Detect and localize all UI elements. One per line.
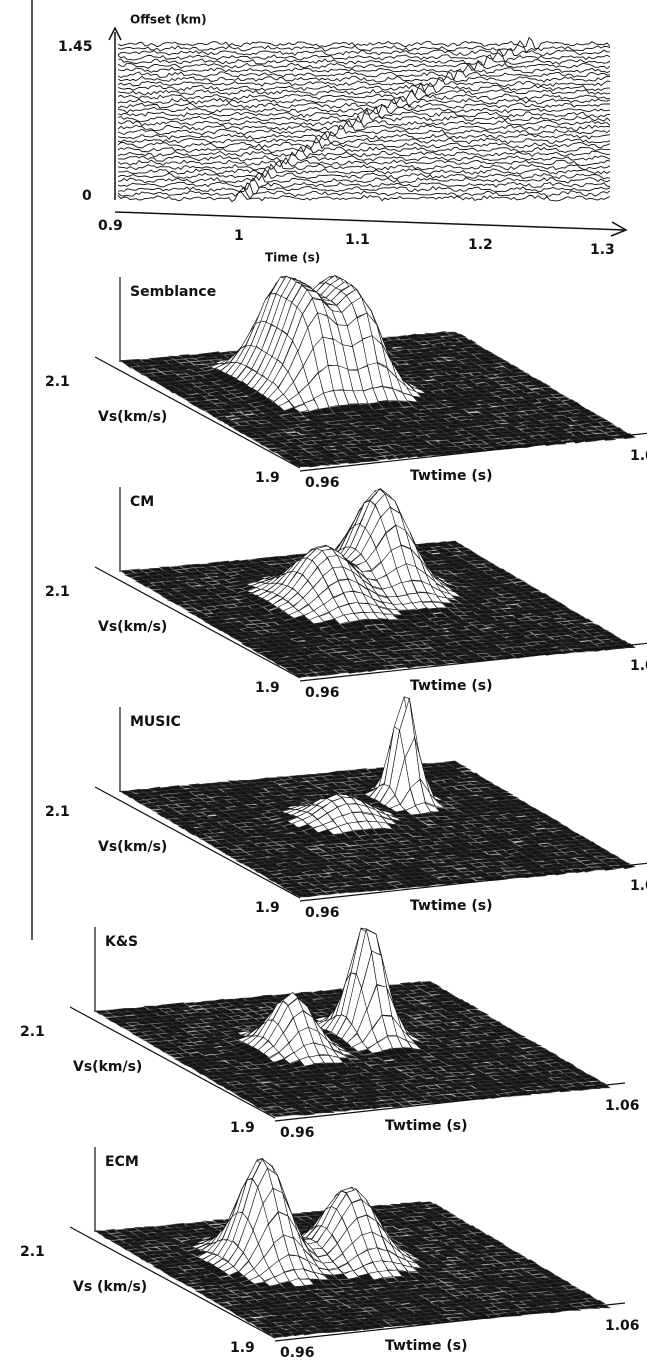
y-tick-label: 0 [82,188,92,204]
time-start-label: 0.96 [305,905,340,921]
time-start-label: 0.96 [305,475,340,491]
x-tick-label: 1 [234,228,244,244]
vs-top-label: 2.1 [45,804,70,820]
x-tick-label: 1.3 [590,242,615,258]
vs-bottom-label: 1.9 [255,900,280,916]
background [0,0,647,1367]
vs-bottom-label: 1.9 [255,680,280,696]
x-tick-label: 1.1 [345,232,370,248]
vs-axis-label: Vs(km/s) [98,409,167,425]
time-axis-label: Twtime (s) [410,898,493,914]
vs-bottom-label: 1.9 [230,1120,255,1136]
time-end-label: 1.06 [630,878,647,894]
time-end-label: 1.06 [630,658,647,674]
x-tick-label: 1.2 [468,237,493,253]
panel-title: Semblance [130,284,216,300]
time-axis-label: Twtime (s) [410,468,493,484]
x-tick-label: 0.9 [98,218,123,234]
y-tick-label: 1.45 [58,39,93,55]
vs-top-label: 2.1 [45,374,70,390]
vs-bottom-label: 1.9 [255,470,280,486]
panel-title: K&S [105,934,138,950]
x-axis-label: Time (s) [265,251,320,265]
time-start-label: 0.96 [280,1125,315,1141]
y-axis-label: Offset (km) [130,13,207,27]
vs-top-label: 2.1 [20,1024,45,1040]
time-axis-label: Twtime (s) [410,678,493,694]
time-axis-label: Twtime (s) [385,1118,468,1134]
time-start-label: 0.96 [305,685,340,701]
vs-axis-label: Vs(km/s) [98,839,167,855]
panel-title: MUSIC [130,714,181,730]
vs-top-label: 2.1 [45,584,70,600]
vs-axis-label: Vs(km/s) [98,619,167,635]
vs-axis-label: Vs(km/s) [73,1059,142,1075]
figure: Offset (km) 1.45 0 0.9 1 1.1 1.2 1.3 Tim… [0,0,647,1367]
time-end-label: 1.06 [605,1098,640,1114]
time-end-label: 1.06 [630,448,647,464]
panel-title: CM [130,494,154,510]
